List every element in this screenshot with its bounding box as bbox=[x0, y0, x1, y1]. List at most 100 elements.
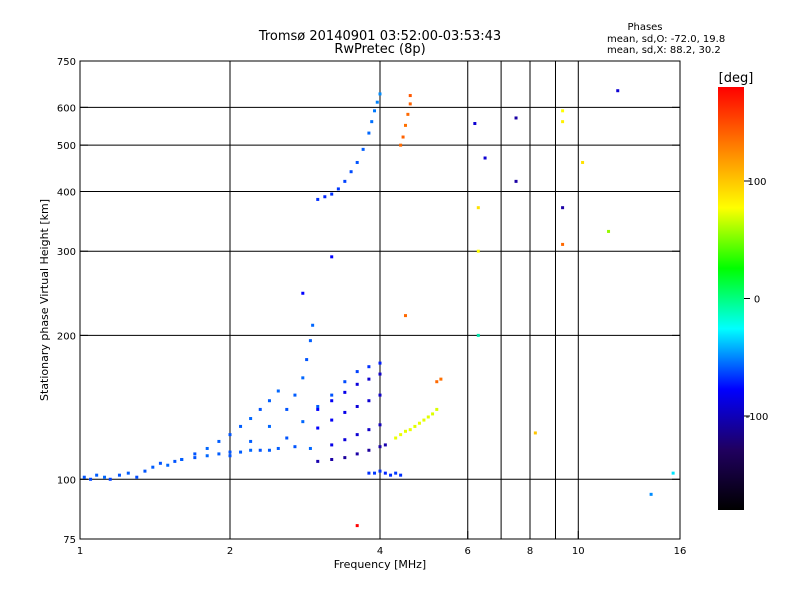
data-point bbox=[355, 160, 359, 164]
data-point bbox=[439, 377, 443, 381]
data-point bbox=[561, 109, 565, 113]
data-point bbox=[514, 116, 518, 120]
data-point bbox=[431, 412, 435, 416]
data-point bbox=[305, 358, 309, 362]
data-point bbox=[239, 424, 243, 428]
data-point bbox=[343, 179, 347, 183]
data-point bbox=[126, 471, 130, 475]
data-point bbox=[671, 471, 675, 475]
data-point bbox=[373, 471, 377, 475]
data-points bbox=[82, 89, 675, 528]
data-point bbox=[403, 429, 407, 433]
data-point bbox=[367, 448, 371, 452]
data-point bbox=[378, 423, 382, 427]
data-point bbox=[82, 475, 86, 479]
data-point bbox=[403, 314, 407, 318]
x-tick-label: 8 bbox=[527, 546, 533, 557]
data-point bbox=[311, 323, 315, 327]
data-point bbox=[316, 197, 320, 201]
data-point bbox=[378, 469, 382, 473]
data-point bbox=[293, 445, 297, 449]
data-point bbox=[193, 452, 197, 456]
data-point bbox=[426, 415, 430, 419]
y-tick-label: 600 bbox=[57, 103, 76, 114]
y-axis: 75 100 200 300 400 500 600 750 bbox=[57, 57, 680, 546]
data-point bbox=[408, 102, 412, 106]
data-point bbox=[367, 365, 371, 369]
x-tick-label: 1 bbox=[77, 546, 83, 557]
data-point bbox=[316, 459, 320, 463]
data-point bbox=[336, 187, 340, 191]
x-tick-label: 6 bbox=[465, 546, 471, 557]
colorbar-swatch bbox=[718, 87, 744, 510]
data-point bbox=[117, 473, 121, 477]
data-point bbox=[330, 457, 334, 461]
data-point bbox=[561, 206, 565, 210]
data-point bbox=[355, 452, 359, 456]
x-axis-label: Frequency [MHz] bbox=[334, 558, 426, 571]
data-point bbox=[301, 420, 305, 424]
data-point bbox=[355, 433, 359, 437]
data-point bbox=[343, 380, 347, 384]
y-tick-label: 500 bbox=[57, 141, 76, 152]
data-point bbox=[394, 471, 398, 475]
data-point bbox=[158, 461, 162, 465]
data-point bbox=[361, 147, 365, 151]
data-point bbox=[308, 446, 312, 450]
x-tick-label: 4 bbox=[377, 546, 383, 557]
data-point bbox=[378, 393, 382, 397]
data-point bbox=[276, 389, 280, 393]
data-point bbox=[108, 477, 112, 481]
stats-line-x: mean, sd,X: 88.2, 30.2 bbox=[607, 45, 721, 56]
data-point bbox=[533, 431, 537, 435]
data-point bbox=[173, 459, 177, 463]
data-point bbox=[228, 450, 232, 454]
data-point bbox=[417, 421, 421, 425]
data-point bbox=[473, 122, 477, 126]
data-point bbox=[180, 457, 184, 461]
x-tick-label: 10 bbox=[572, 546, 585, 557]
data-point bbox=[367, 131, 371, 135]
data-point bbox=[205, 454, 209, 458]
data-point bbox=[285, 407, 289, 411]
data-point bbox=[483, 156, 487, 160]
plot-area: 75 100 200 300 400 500 600 750 1 2 4 6 8 10 16 bbox=[57, 57, 686, 557]
colorbar-tick-label: -100 bbox=[746, 412, 769, 423]
data-point bbox=[355, 382, 359, 386]
data-point bbox=[378, 445, 382, 449]
data-point bbox=[561, 120, 565, 124]
x-tick-label: 16 bbox=[674, 546, 687, 557]
data-point bbox=[267, 424, 271, 428]
data-point bbox=[249, 448, 253, 452]
data-point bbox=[267, 448, 271, 452]
data-point bbox=[616, 89, 620, 93]
data-point bbox=[399, 473, 403, 477]
x-axis: 1 2 4 6 8 10 16 bbox=[77, 531, 687, 557]
data-point bbox=[476, 206, 480, 210]
y-axis-label: Stationary phase Virtual Height [km] bbox=[38, 199, 51, 401]
data-point bbox=[228, 454, 232, 458]
data-point bbox=[343, 410, 347, 414]
data-point bbox=[370, 120, 374, 124]
stats-line-o: mean, sd,O: -72.0, 19.8 bbox=[607, 34, 725, 45]
data-point bbox=[422, 418, 426, 422]
colorbar-tick-label: 0 bbox=[754, 295, 760, 306]
colorbar-tick-label: 100 bbox=[747, 177, 766, 188]
data-point bbox=[649, 492, 653, 496]
data-point bbox=[217, 439, 221, 443]
data-point bbox=[135, 475, 139, 479]
chart-title: Tromsø 20140901 03:52:00-03:53:43 bbox=[258, 29, 501, 44]
data-point bbox=[408, 428, 412, 432]
data-point bbox=[166, 463, 170, 467]
data-point bbox=[355, 404, 359, 408]
data-point bbox=[476, 249, 480, 253]
data-point bbox=[435, 407, 439, 411]
data-point bbox=[343, 390, 347, 394]
data-point bbox=[401, 135, 405, 139]
data-point bbox=[103, 475, 107, 479]
data-point bbox=[267, 399, 271, 403]
data-point bbox=[383, 443, 387, 447]
data-point bbox=[389, 473, 393, 477]
data-point bbox=[378, 372, 382, 376]
